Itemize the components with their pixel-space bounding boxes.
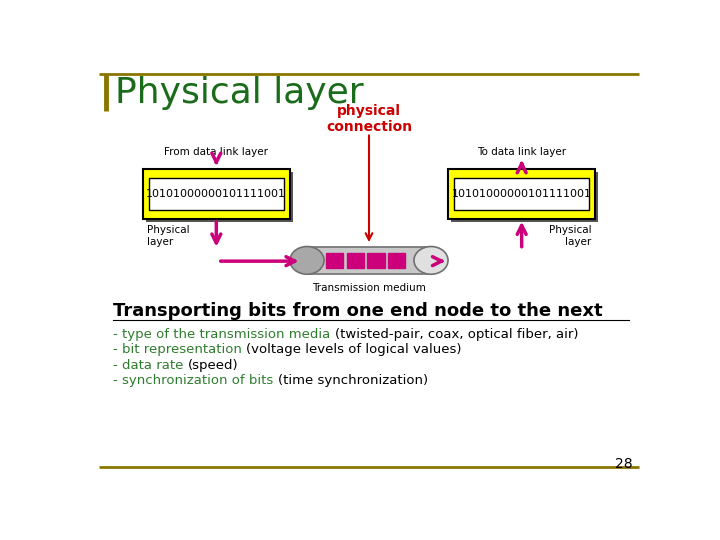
Text: (speed): (speed): [188, 359, 238, 372]
Bar: [388, 253, 405, 268]
Text: (time synchronization): (time synchronization): [278, 374, 428, 387]
FancyBboxPatch shape: [145, 172, 293, 222]
FancyBboxPatch shape: [149, 178, 284, 210]
Text: physical
connection: physical connection: [326, 104, 412, 134]
Bar: [346, 253, 364, 268]
FancyBboxPatch shape: [451, 172, 598, 222]
Text: Transmission medium: Transmission medium: [312, 284, 426, 293]
FancyBboxPatch shape: [454, 178, 589, 210]
Text: - data rate: - data rate: [113, 359, 188, 372]
Text: - type of the transmission media: - type of the transmission media: [113, 328, 335, 341]
Ellipse shape: [290, 247, 324, 274]
Text: (twisted-pair, coax, optical fiber, air): (twisted-pair, coax, optical fiber, air): [335, 328, 578, 341]
FancyBboxPatch shape: [143, 168, 290, 219]
Text: Physical
layer: Physical layer: [147, 225, 189, 247]
Text: From data link layer: From data link layer: [164, 147, 269, 157]
FancyBboxPatch shape: [448, 168, 595, 219]
Text: 10101000000101111001: 10101000000101111001: [451, 189, 592, 199]
Text: (voltage levels of logical values): (voltage levels of logical values): [246, 343, 462, 356]
Text: - synchronization of bits: - synchronization of bits: [113, 374, 278, 387]
Bar: [367, 253, 384, 268]
Ellipse shape: [414, 247, 448, 274]
Text: - bit representation: - bit representation: [113, 343, 246, 356]
Text: 28: 28: [615, 457, 632, 471]
FancyBboxPatch shape: [307, 247, 431, 274]
Bar: [325, 253, 343, 268]
Text: To data link layer: To data link layer: [477, 147, 566, 157]
Text: Physical
layer: Physical layer: [549, 225, 591, 247]
Text: Transporting bits from one end node to the next: Transporting bits from one end node to t…: [113, 302, 603, 320]
Text: Physical layer: Physical layer: [114, 76, 364, 110]
Text: 10101000000101111001: 10101000000101111001: [146, 189, 287, 199]
